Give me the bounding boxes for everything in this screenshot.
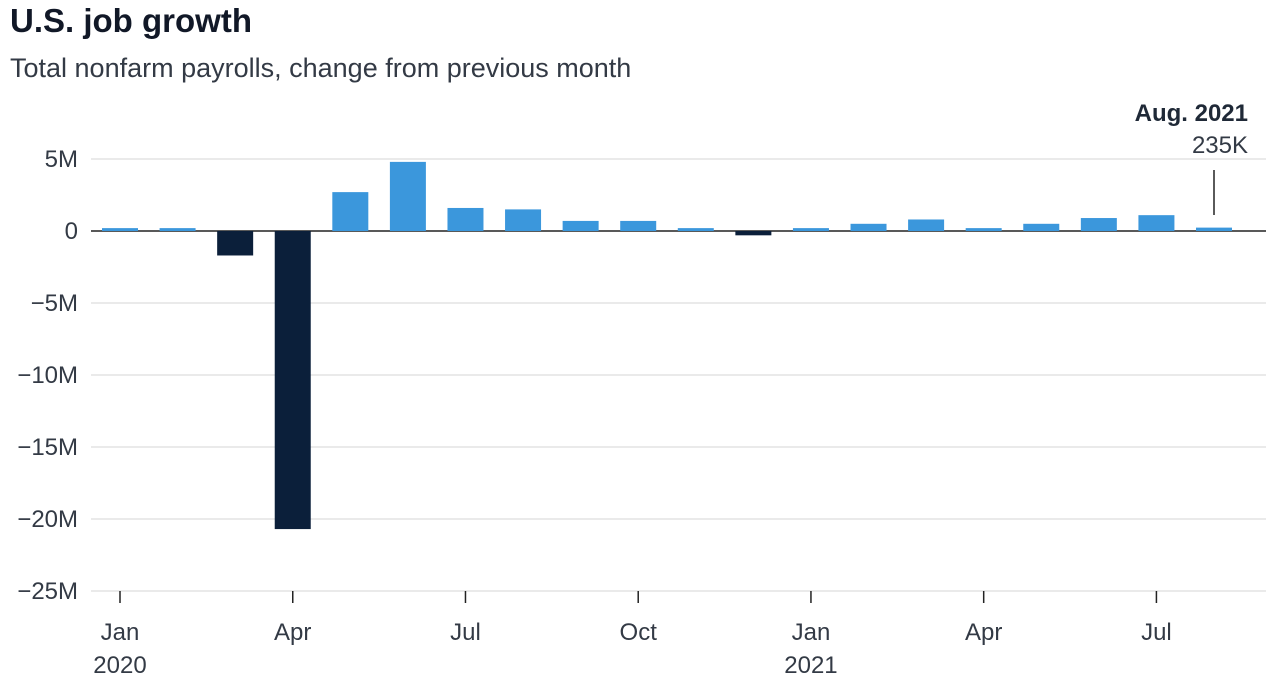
annotation-value: 235K [1192, 132, 1248, 159]
y-tick-label: −5M [31, 290, 78, 317]
y-tick-label: −10M [17, 362, 78, 389]
bar [274, 231, 311, 530]
bar [1023, 223, 1060, 231]
bar [505, 209, 542, 231]
bar [908, 219, 945, 231]
x-tick-label: Jul [450, 619, 481, 646]
annotation: Aug. 2021 235K [1135, 100, 1248, 215]
x-axis: Jan 2020 Apr Jul Oct Jan 2021 Apr Jul [91, 590, 1266, 679]
bar [1080, 218, 1117, 231]
x-tick-label: Jan [101, 619, 140, 646]
y-axis: 5M 0 −5M −10M −15M −20M −25M [17, 146, 78, 605]
x-tick-label: Apr [965, 619, 1002, 646]
x-tick-label: Apr [274, 619, 311, 646]
bar [159, 228, 196, 231]
bar [792, 228, 829, 231]
bar [735, 231, 772, 236]
bar [1138, 215, 1175, 231]
y-tick-label: −25M [17, 578, 78, 605]
bars [102, 161, 1232, 530]
x-tick-label: Oct [620, 619, 658, 646]
y-tick-label: −15M [17, 434, 78, 461]
bar [620, 220, 657, 231]
x-tick-label: Jul [1141, 619, 1172, 646]
bar [389, 161, 426, 231]
y-tick-label: 5M [45, 146, 78, 173]
y-tick-label: −20M [17, 506, 78, 533]
bar [677, 228, 714, 231]
bar [217, 231, 254, 256]
annotation-title: Aug. 2021 [1135, 100, 1248, 127]
y-tick-label: 0 [65, 218, 78, 245]
bar [965, 228, 1002, 231]
bar [332, 192, 369, 231]
x-tick-label: Jan [792, 619, 831, 646]
bar [1196, 227, 1232, 231]
bar [850, 223, 887, 231]
chart-subtitle: Total nonfarm payrolls, change from prev… [10, 53, 632, 83]
bar [102, 228, 138, 231]
x-tick-year-label: 2020 [93, 652, 146, 679]
bar [447, 207, 484, 231]
x-tick-year-label: 2021 [784, 652, 837, 679]
chart-title: U.S. job growth [10, 2, 252, 39]
bar [562, 220, 599, 231]
